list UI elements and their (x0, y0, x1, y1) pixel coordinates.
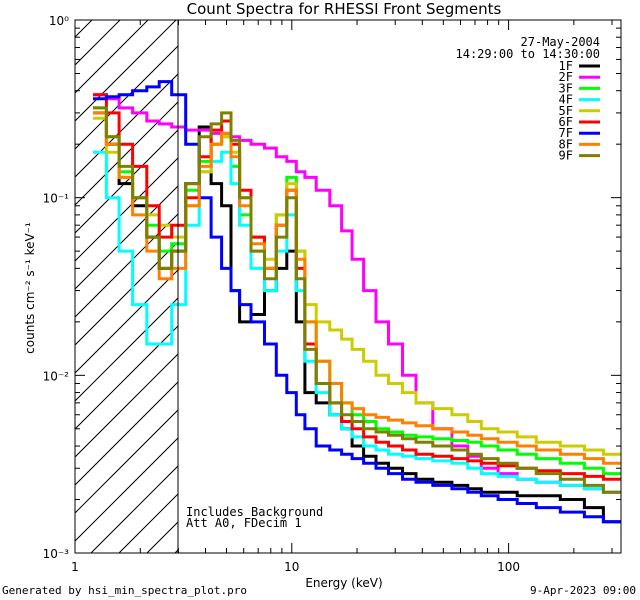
legend-label-7F: 7F (559, 126, 573, 140)
x-tick-label: 1 (71, 560, 79, 574)
hatch-line (75, 269, 178, 374)
hatch-line (75, 20, 177, 122)
axes-group: 1 10 100 10⁰ 10⁻¹ 10⁻² 10⁻³ (43, 14, 621, 574)
y-tick-label: 10⁻³ (43, 547, 70, 561)
hatch-line (203, 0, 640, 553)
series-group (93, 80, 621, 524)
chart-title: Count Spectra for RHESSI Front Segments (187, 0, 502, 18)
series-line-8F (93, 111, 621, 465)
hatch-line (259, 0, 640, 553)
hatch-line (75, 353, 178, 458)
hatch-line (75, 409, 178, 514)
hatch-line (75, 20, 149, 94)
x-tick-label: 10 (284, 560, 299, 574)
legend-label-4F: 4F (559, 93, 573, 107)
legend-label-8F: 8F (559, 137, 573, 151)
series-line-4F (93, 150, 621, 494)
legend-label-9F: 9F (559, 149, 573, 163)
y-axis-label: counts cm⁻² s⁻¹ keV⁻¹ (23, 222, 37, 354)
annotation-background: Includes Background (186, 505, 323, 519)
footer-generated-by: Generated by hsi_min_spectra_plot.pro (2, 584, 247, 597)
hatch-line (75, 157, 178, 262)
y-tick-label: 10⁻² (43, 369, 70, 383)
hatch-line (75, 213, 178, 318)
hatch-line (75, 20, 121, 66)
x-axis-label: Energy (keV) (305, 576, 382, 590)
series-line-7F (93, 80, 621, 524)
date-label: 27-May-2004 (521, 35, 600, 49)
hatch-line (75, 73, 178, 178)
y-tick-label: 10⁰ (49, 14, 69, 28)
time-range-label: 14:29:00 to 14:30:00 (456, 47, 601, 61)
series-line-9F (93, 106, 621, 494)
annotation-attenuator: Att A0, FDecim 1 (186, 516, 302, 530)
hatch-line (75, 381, 178, 486)
series-line-2F (93, 93, 621, 494)
series-line-3F (93, 106, 621, 476)
hatch-line (231, 0, 640, 553)
hatch-line (75, 185, 178, 290)
hatch-line (75, 241, 178, 346)
y-tick-label: 10⁻¹ (43, 192, 70, 206)
legend-label-5F: 5F (559, 104, 573, 118)
hatch-line (0, 0, 131, 553)
x-tick-label: 100 (497, 560, 520, 574)
footer-timestamp: 9-Apr-2023 09:00 (530, 584, 636, 597)
legend-label-2F: 2F (559, 70, 573, 84)
hatch-line (75, 45, 178, 150)
plot-frame (74, 19, 622, 554)
hatch-line (75, 297, 178, 402)
legend-label-6F: 6F (559, 115, 573, 129)
hatch-line (0, 0, 75, 553)
hatch-line (75, 437, 178, 542)
legend-label-1F: 1F (559, 59, 573, 73)
hatched-region (0, 0, 640, 553)
legend-label-3F: 3F (559, 81, 573, 95)
series-line-5F (93, 116, 621, 456)
